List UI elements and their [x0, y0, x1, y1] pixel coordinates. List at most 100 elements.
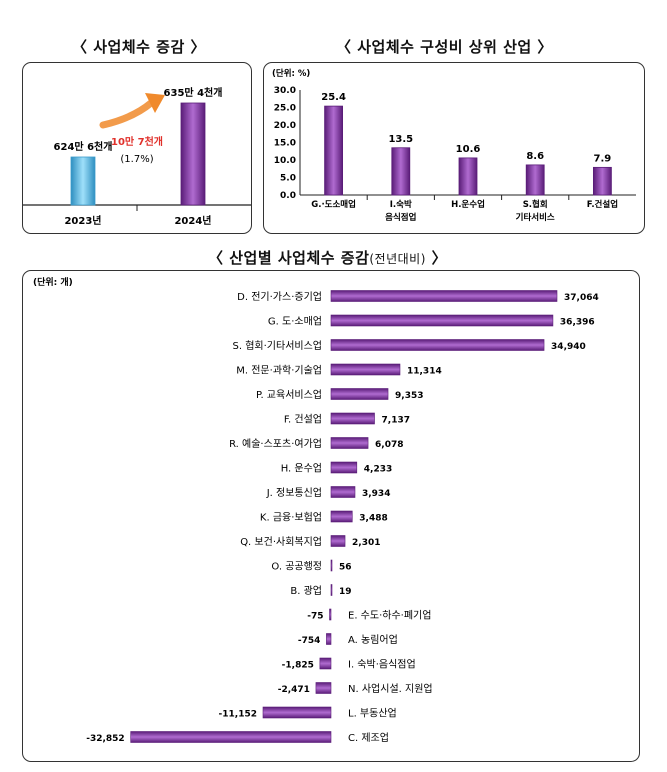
change-bar: [330, 535, 346, 547]
share-x-tick-label: F.건설업: [587, 199, 618, 210]
increase-arrow-shaft: [99, 99, 155, 129]
share-bar: [592, 166, 612, 196]
share-bar-value-label: 13.5: [388, 134, 413, 145]
share-y-tick-label: 0.0: [280, 191, 296, 201]
change-category-label: C. 제조업: [348, 731, 389, 744]
share-bar: [458, 157, 478, 196]
change-bar: [330, 559, 333, 572]
left-chart-panel: 624만 6천개 2023년 635만 4천개 2024년 10만 7천개 (1.7%): [22, 62, 252, 234]
change-value-label: 7,137: [382, 416, 410, 426]
change-bar: [330, 363, 401, 376]
change-value-label: -75: [307, 612, 323, 622]
change-bar: [330, 412, 375, 425]
change-value-label: 6,078: [375, 440, 403, 450]
change-category-label: G. 도·소매업: [268, 315, 322, 328]
total-bar-label: 624만 6천개: [54, 140, 113, 153]
change-value-label: -2,471: [278, 685, 310, 695]
change-value-label: 19: [339, 587, 352, 597]
change-category-label: E. 수도·하수·폐기업: [348, 609, 431, 622]
change-category-label: Q. 보건·사회복지업: [240, 535, 322, 548]
share-bar: [391, 147, 411, 196]
right-chart-panel: (단위: %) 0.0 5.0 10.0 15.0 20.0 25.0 30.0 25.4 G.·…: [263, 62, 645, 234]
share-y-tick-label: 25.0: [274, 104, 296, 114]
change-value-label: -754: [298, 636, 321, 646]
increase-amount-label: 10만 7천개: [111, 135, 163, 148]
change-value-label: 34,940: [551, 342, 586, 352]
share-bar: [324, 105, 343, 196]
change-bar: [329, 608, 332, 621]
change-value-label: -11,152: [219, 710, 257, 720]
change-bar: [262, 706, 332, 719]
change-value-label: 3,488: [359, 514, 387, 524]
share-bar-value-label: 8.6: [526, 151, 544, 162]
change-category-label: F. 건설업: [284, 413, 322, 426]
share-x-tick-label: G.·도소매업: [311, 199, 356, 210]
change-category-label: O. 공공행정: [271, 561, 322, 573]
share-bar-value-label: 10.6: [456, 144, 481, 155]
change-bar: [330, 339, 545, 351]
change-bar: [330, 461, 358, 474]
share-x-tick-label: 음식점업: [385, 212, 416, 223]
share-y-tick-label: 15.0: [274, 139, 296, 149]
change-value-label: 2,301: [352, 538, 380, 548]
share-x-tick-label: I.숙박: [390, 199, 412, 210]
change-value-label: 9,353: [395, 391, 423, 401]
change-value-label: 3,934: [362, 489, 390, 499]
change-category-label: P. 교육서비스업: [256, 388, 322, 401]
total-count-chart: 624만 6천개 2023년 635만 4천개 2024년 10만 7천개 (1.7%): [23, 86, 251, 227]
change-bar: [330, 437, 369, 449]
share-bar-value-label: 7.9: [594, 153, 612, 164]
change-value-label: 4,233: [364, 465, 392, 475]
bottom-chart-title-sub: (전년대비): [369, 252, 426, 266]
change-category-label: B. 광업: [290, 584, 322, 597]
change-category-label: S. 협회·기타서비스업: [233, 339, 322, 352]
total-x-tick-label: 2023년: [64, 214, 101, 227]
change-bar: [319, 657, 332, 670]
change-bar: [330, 388, 389, 400]
share-y-tick-label: 5.0: [280, 174, 296, 184]
change-category-label: D. 전기·가스·증기업: [237, 290, 322, 303]
total-bar-label: 635만 4천개: [164, 86, 223, 99]
change-value-label: 56: [339, 563, 352, 573]
change-category-label: L. 부동산업: [348, 707, 397, 720]
industry-change-chart: (단위: 개) D. 전기·가스·증기업 37,064 G. 도·소매업 36,396 S…: [33, 276, 599, 744]
change-category-label: R. 예술·스포츠·여가업: [229, 437, 322, 450]
share-y-tick-label: 30.0: [274, 86, 296, 96]
change-category-label: A. 농림어업: [348, 633, 398, 646]
share-bar: [525, 164, 545, 196]
share-unit-label: (단위: %): [272, 68, 310, 79]
right-chart-title: 〈 사업체수 구성비 상위 산업 〉: [336, 38, 553, 56]
total-x-tick-label: 2024년: [174, 214, 211, 227]
change-value-label: 36,396: [560, 318, 595, 328]
change-bar: [330, 314, 554, 327]
change-bar: [330, 584, 333, 596]
change-value-label: 11,314: [407, 367, 442, 377]
change-bar: [330, 510, 353, 523]
change-bar: [130, 731, 332, 743]
bottom-chart-title: 〈 산업별 사업체수 증감(전년대비) 〉: [208, 247, 447, 268]
change-category-label: H. 운수업: [281, 462, 322, 475]
bottom-chart-title-main: 〈 산업별 사업체수 증감: [208, 249, 370, 267]
change-category-label: N. 사업시설. 지원업: [348, 682, 433, 695]
increase-arrow-head: [145, 93, 165, 113]
share-bar-value-label: 25.4: [321, 92, 346, 103]
share-x-tick-label: H.운수업: [451, 199, 485, 210]
change-value-label: -32,852: [86, 734, 124, 744]
share-x-tick-label: S.협회: [523, 199, 548, 210]
share-y-tick-label: 20.0: [274, 121, 296, 131]
top-industry-share-chart: (단위: %) 0.0 5.0 10.0 15.0 20.0 25.0 30.0 25.4 G.·…: [272, 68, 636, 223]
share-y-tick-label: 10.0: [274, 156, 296, 166]
change-bar: [330, 486, 356, 498]
change-category-label: I. 숙박·음식점업: [348, 658, 416, 671]
change-value-label: -1,825: [282, 661, 314, 671]
change-bar: [315, 682, 332, 694]
share-x-tick-label: 기타서비스: [516, 212, 555, 223]
change-category-label: M. 전문·과학·기술업: [236, 364, 322, 377]
bottom-chart-panel: (단위: 개) D. 전기·가스·증기업 37,064 G. 도·소매업 36,396 S…: [22, 270, 640, 762]
increase-percent-label: (1.7%): [120, 154, 153, 165]
change-category-label: K. 금융·보험업: [260, 511, 322, 524]
bottom-chart-title-end: 〉: [425, 249, 448, 267]
change-unit-label: (단위: 개): [33, 276, 73, 288]
change-bar: [330, 290, 558, 302]
total-bar-2024년: [180, 102, 206, 206]
